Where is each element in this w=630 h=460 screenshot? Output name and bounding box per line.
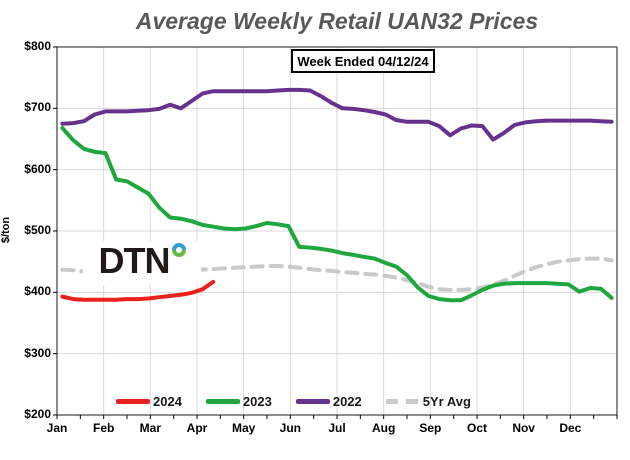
legend-item-5yr-avg: 5Yr Avg <box>385 394 471 409</box>
x-tick-label-may: May <box>231 421 256 435</box>
chart-title: Average Weekly Retail UAN32 Prices <box>135 8 539 34</box>
legend-swatch-2023 <box>205 399 240 404</box>
y-tick-label: $300 <box>24 345 51 360</box>
y-tick-label: $500 <box>24 223 51 237</box>
y-tick-label: $400 <box>24 284 51 299</box>
y-tick-label: $800 <box>24 39 51 53</box>
week-ended-text: Week Ended 04/12/24 <box>297 53 429 69</box>
y-tick-label: $700 <box>24 100 51 115</box>
x-tick-label-dec: Dec <box>559 421 582 435</box>
y-tick-label: $600 <box>24 161 51 176</box>
x-tick-label-jan: Jan <box>46 421 68 435</box>
x-tick-label-jul: Jul <box>328 421 346 435</box>
legend-label-2023: 2023 <box>242 394 272 409</box>
series-line-5yr-avg <box>60 256 614 292</box>
legend-swatch-2022 <box>295 399 330 404</box>
dtn-logo-text: DTN <box>98 240 171 281</box>
x-tick-label-aug: Aug <box>371 421 396 435</box>
legend-label-2024: 2024 <box>153 394 182 409</box>
legend-swatch-2024 <box>116 399 150 404</box>
week-ended-annotation: Week Ended 04/12/24 <box>291 49 435 73</box>
x-tick-label-jun: Jun <box>279 421 301 435</box>
x-tick-label-oct: Oct <box>466 421 487 435</box>
legend-item-2023: 2023 <box>205 394 272 409</box>
legend-label-2022: 2022 <box>332 394 362 409</box>
y-tick-label: $200 <box>24 407 51 421</box>
x-tick-label-feb: Feb <box>92 421 115 435</box>
dtn-logo: DTN <box>83 241 201 285</box>
series-line-2024 <box>60 279 216 302</box>
series-line-2023 <box>60 126 614 303</box>
legend: 2024 2023 2022 5Yr Avg <box>116 394 471 409</box>
legend-label-5yr-avg: 5Yr Avg <box>422 394 471 409</box>
legend-item-2022: 2022 <box>295 394 362 409</box>
series-line-2022 <box>60 87 614 142</box>
x-tick-label-sep: Sep <box>419 421 442 435</box>
dtn-ring-icon <box>171 243 186 257</box>
x-tick-label-apr: Apr <box>186 421 208 435</box>
x-tick-label-nov: Nov <box>512 421 535 435</box>
legend-swatch-5yr-avg <box>385 399 420 404</box>
legend-item-2024: 2024 <box>116 394 182 409</box>
x-tick-label-mar: Mar <box>139 421 161 435</box>
